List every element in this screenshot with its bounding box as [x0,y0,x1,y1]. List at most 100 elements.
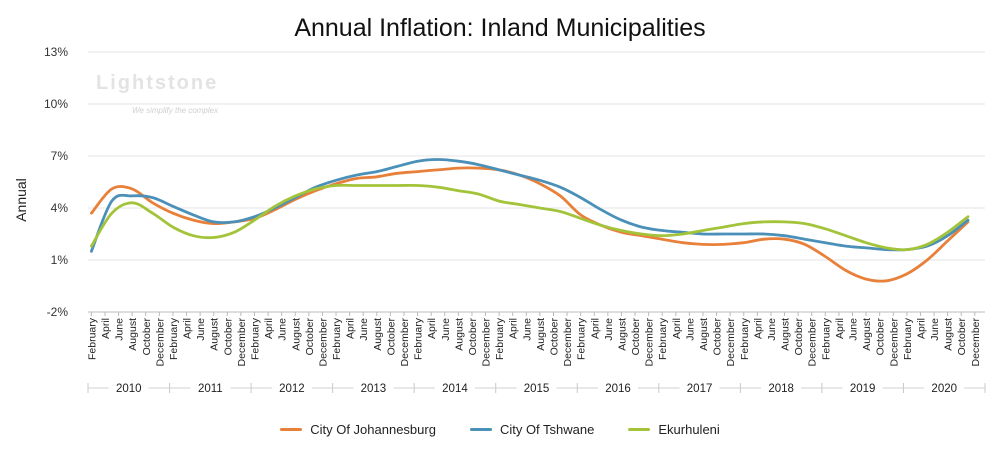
x-month-label: October [630,318,642,356]
x-month-label: February [413,317,425,360]
year-label-bg [924,380,965,396]
x-month-label: October [385,318,397,356]
x-month-label: June [358,318,370,341]
x-month-label: April [426,318,438,339]
x-month-label: February [739,317,751,360]
year-label-bg [190,380,231,396]
year-label: 2010 [116,383,142,395]
watermark-tagline: We simplify the complex [132,106,219,115]
x-month-label: October [222,318,234,356]
legend-item[interactable]: City Of Johannesburg [280,422,436,437]
x-month-label: April [100,318,112,339]
x-month-label: August [209,318,221,351]
x-month-label: June [684,318,696,341]
year-label: 2016 [605,383,631,395]
y-tick-label: 10% [44,97,68,111]
x-axis: February April June August October December Fe… [86,311,986,396]
line-chart: 13%10%7%4%1%-2% Annual February April June… [13,45,986,396]
legend-swatch [628,428,651,431]
x-month-label: December [562,317,574,366]
y-tick-label: -2% [47,305,69,319]
year-label: 2012 [279,383,305,395]
year-label-bg [679,380,720,396]
legend-item[interactable]: City Of Tshwane [469,422,595,437]
y-axis-label: Annual [13,178,29,222]
year-label: 2013 [361,383,387,395]
x-month-label: February [576,317,588,360]
year-label: 2018 [768,383,794,395]
y-tick-label: 4% [51,201,69,215]
watermark-brand: Lightstone [96,72,219,94]
x-month-label: June [929,318,941,341]
year-label-bg [598,380,639,396]
x-month-label: April [589,318,601,339]
legend-label: City Of Tshwane [499,422,595,437]
x-month-label: June [195,318,207,341]
x-month-label: February [250,317,262,360]
x-month-label: August [616,318,628,351]
series-line-3 [90,183,970,252]
x-month-label: April [263,318,275,339]
x-month-label: April [834,318,846,339]
x-month-label: October [141,318,153,356]
x-month-label: April [182,318,194,339]
year-label: 2014 [442,383,468,395]
series-line-1 [90,166,970,283]
x-month-label: August [698,318,710,351]
y-tick-label: 1% [51,253,69,267]
x-month-label: December [725,317,737,366]
x-month-label: October [549,318,561,356]
x-month-label: August [290,318,302,351]
x-month-label: December [399,317,411,366]
x-month-label: February [657,317,669,360]
x-month-label: August [453,318,465,351]
year-label: 2011 [198,383,223,395]
x-month-label: February [820,317,832,360]
x-month-label: February [331,317,343,360]
year-label-bg [516,380,557,396]
x-month-label: April [508,318,520,339]
x-month-label: December [807,317,819,366]
x-month-label: April [915,318,927,339]
x-month-label: August [780,318,792,351]
x-month-label: June [766,318,778,341]
year-label-bg [353,380,394,396]
x-month-label: February [86,317,98,360]
legend-label: City Of Johannesburg [310,422,436,437]
x-month-label: December [154,317,166,366]
year-label: 2015 [524,383,550,395]
series-line-2 [90,158,970,253]
x-month-label: June [277,318,289,341]
x-month-label: October [875,318,887,356]
x-month-label: December [317,317,329,366]
x-month-label: August [943,318,955,351]
year-label: 2019 [850,383,876,395]
y-axis: 13% 10% 7% 4% 1% -2% [44,45,68,319]
x-month-label: August [372,318,384,351]
year-label: 2017 [687,383,713,395]
x-month-label: August [861,318,873,351]
x-month-label: December [970,317,982,366]
x-month-label: October [956,318,968,356]
x-month-label: August [127,318,139,351]
x-month-label: June [114,318,126,341]
x-month-label: December [236,317,248,366]
x-month-label: October [304,318,316,356]
x-month-label: June [521,318,533,341]
legend: City Of Johannesburg City Of Tshwane Ekurh… [0,422,1000,437]
x-month-label: December [481,317,493,366]
x-month-label: April [671,318,683,339]
x-month-label: October [467,318,479,356]
x-month-label: August [535,318,547,351]
x-month-label: February [494,317,506,360]
x-month-label: April [345,318,357,339]
year-label: 2020 [931,383,957,395]
legend-item[interactable]: Ekurhuleni [628,422,720,437]
x-month-label: December [644,317,656,366]
legend-label: Ekurhuleni [658,422,720,437]
year-label-bg [271,380,312,396]
x-month-label: April [752,318,764,339]
chart-title: Annual Inflation: Inland Municipalities [294,14,706,42]
x-month-label: June [603,318,615,341]
x-month-label: October [712,318,724,356]
